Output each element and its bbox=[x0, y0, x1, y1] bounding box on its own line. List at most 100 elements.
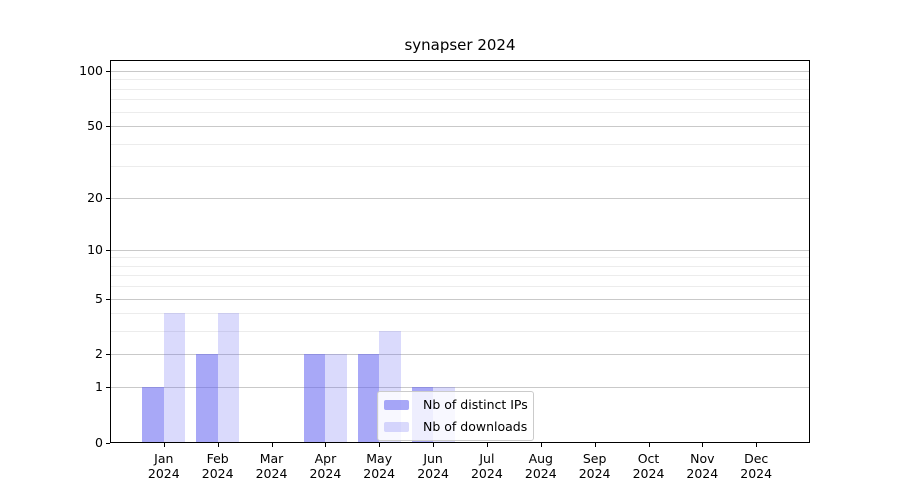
x-tick-month: Oct bbox=[637, 451, 660, 466]
y-tick-label: 100 bbox=[79, 63, 103, 78]
y-tick-label: 20 bbox=[87, 189, 103, 205]
bar-downloads bbox=[217, 313, 240, 443]
major-gridline bbox=[110, 71, 810, 72]
x-tick-year: 2024 bbox=[201, 466, 234, 481]
x-tick-label: Oct 2024 bbox=[617, 451, 681, 481]
x-tick-year: 2024 bbox=[632, 466, 665, 481]
x-tick-mark bbox=[325, 443, 327, 447]
x-tick-month: Apr bbox=[314, 451, 337, 466]
minor-gridline bbox=[110, 257, 810, 259]
major-gridline bbox=[110, 126, 810, 127]
bar-distinct-ips bbox=[357, 354, 380, 443]
x-tick-month: Mar bbox=[259, 451, 284, 466]
minor-gridline bbox=[110, 88, 810, 90]
minor-gridline bbox=[110, 79, 810, 81]
x-tick-mark bbox=[648, 443, 650, 447]
minor-gridline bbox=[110, 143, 810, 145]
plot-area: Nb of distinct IPs Nb of downloads bbox=[110, 60, 810, 443]
x-tick-year: 2024 bbox=[470, 466, 503, 481]
x-tick-month: Feb bbox=[206, 451, 229, 466]
x-tick-month: May bbox=[366, 451, 393, 466]
x-tick-mark bbox=[217, 443, 219, 447]
x-tick-year: 2024 bbox=[686, 466, 719, 481]
y-tick-mark bbox=[106, 387, 110, 389]
x-tick-mark bbox=[594, 443, 596, 447]
minor-gridline bbox=[110, 265, 810, 267]
x-tick-mark bbox=[486, 443, 488, 447]
x-tick-year: 2024 bbox=[255, 466, 288, 481]
y-tick-mark bbox=[106, 126, 110, 127]
x-tick-label: Sep 2024 bbox=[563, 451, 627, 481]
x-tick-year: 2024 bbox=[578, 466, 611, 481]
major-gridline bbox=[110, 197, 810, 199]
y-tick-label: 2 bbox=[95, 346, 103, 362]
y-tick-mark bbox=[106, 298, 110, 300]
bar-distinct-ips bbox=[196, 354, 218, 443]
x-tick-year: 2024 bbox=[363, 466, 396, 481]
y-tick-mark bbox=[106, 197, 110, 199]
chart-title: synapser 2024 bbox=[404, 36, 516, 54]
x-tick-label: Feb 2024 bbox=[186, 451, 250, 481]
legend: Nb of distinct IPs Nb of downloads bbox=[377, 391, 534, 441]
x-tick-mark bbox=[163, 443, 165, 447]
x-tick-mark bbox=[379, 443, 381, 447]
y-tick-mark bbox=[106, 71, 110, 72]
x-tick-label: Nov 2024 bbox=[670, 451, 734, 481]
legend-label: Nb of downloads bbox=[423, 419, 528, 434]
x-tick-year: 2024 bbox=[417, 466, 449, 481]
x-tick-year: 2024 bbox=[309, 466, 342, 481]
x-tick-year: 2024 bbox=[147, 466, 180, 481]
minor-gridline bbox=[110, 166, 810, 168]
x-tick-label: Aug 2024 bbox=[509, 451, 573, 481]
y-tick-label: 0 bbox=[95, 435, 103, 450]
minor-gridline bbox=[110, 286, 810, 288]
x-tick-label: Jan 2024 bbox=[132, 451, 196, 481]
x-tick-label: Apr 2024 bbox=[293, 451, 357, 481]
x-tick-month: Nov bbox=[690, 451, 715, 466]
y-tick-mark bbox=[106, 249, 110, 251]
x-tick-label: Mar 2024 bbox=[240, 451, 304, 481]
x-tick-year: 2024 bbox=[524, 466, 557, 481]
legend-label: Nb of distinct IPs bbox=[423, 397, 528, 412]
x-tick-year: 2024 bbox=[740, 466, 773, 481]
x-tick-month: Jan bbox=[154, 451, 174, 466]
x-tick-mark bbox=[540, 443, 542, 447]
major-gridline bbox=[110, 387, 810, 389]
legend-swatch bbox=[384, 422, 409, 432]
x-tick-label: May 2024 bbox=[347, 451, 411, 481]
bar-distinct-ips bbox=[303, 354, 326, 443]
legend-entry: Nb of distinct IPs bbox=[383, 397, 528, 413]
x-tick-mark bbox=[271, 443, 273, 447]
minor-gridline bbox=[110, 331, 810, 333]
x-tick-label: Jul 2024 bbox=[455, 451, 519, 481]
x-tick-mark bbox=[702, 443, 704, 447]
x-tick-month: Aug bbox=[528, 451, 553, 466]
x-tick-month: Dec bbox=[744, 451, 769, 466]
y-tick-label: 5 bbox=[95, 290, 103, 306]
x-tick-month: Jul bbox=[479, 451, 495, 466]
bar-downloads bbox=[325, 354, 347, 443]
y-tick-mark bbox=[106, 354, 110, 356]
bar-downloads bbox=[163, 313, 186, 443]
y-tick-label: 50 bbox=[87, 118, 103, 133]
legend-entry: Nb of downloads bbox=[383, 419, 528, 435]
minor-gridline bbox=[110, 99, 810, 101]
y-tick-mark bbox=[106, 443, 110, 444]
x-tick-mark bbox=[756, 443, 758, 447]
bar-distinct-ips bbox=[142, 387, 164, 443]
major-gridline bbox=[110, 354, 810, 356]
major-gridline bbox=[110, 249, 810, 251]
x-tick-month: Sep bbox=[582, 451, 607, 466]
legend-swatch bbox=[384, 400, 409, 410]
minor-gridline bbox=[110, 313, 810, 315]
minor-gridline bbox=[110, 111, 810, 113]
x-tick-label: Jun 2024 bbox=[401, 451, 465, 481]
y-tick-label: 1 bbox=[95, 379, 103, 395]
y-tick-label: 10 bbox=[87, 241, 103, 257]
major-gridline bbox=[110, 298, 810, 300]
x-tick-month: Jun bbox=[423, 451, 443, 466]
x-tick-label: Dec 2024 bbox=[724, 451, 788, 481]
x-tick-mark bbox=[433, 443, 435, 447]
minor-gridline bbox=[110, 275, 810, 277]
